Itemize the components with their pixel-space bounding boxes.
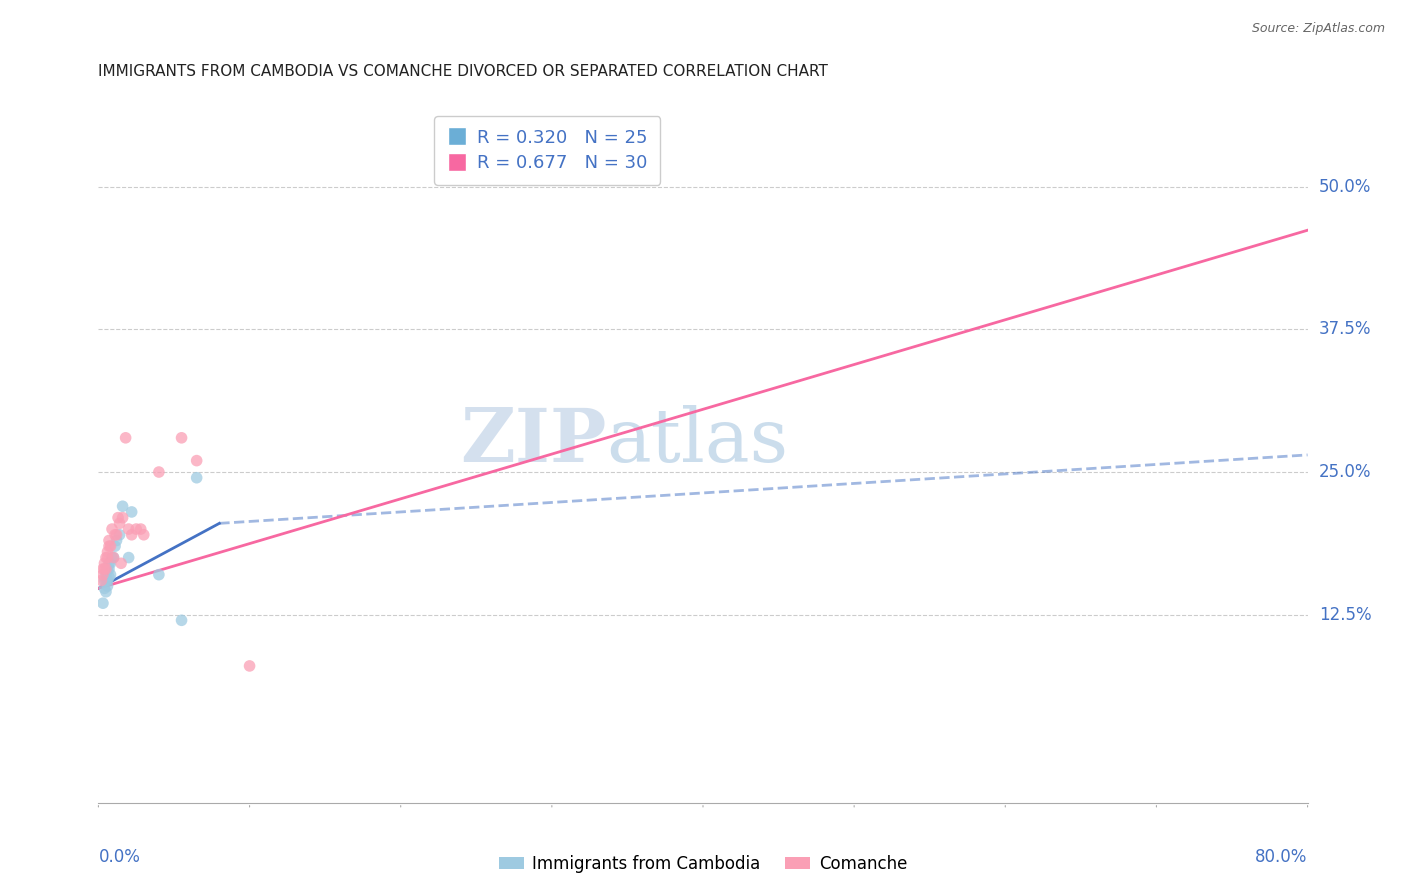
Point bbox=[110, 556, 132, 570]
Legend: Immigrants from Cambodia, Comanche: Immigrants from Cambodia, Comanche bbox=[492, 848, 914, 880]
Point bbox=[93, 562, 115, 576]
Point bbox=[104, 539, 127, 553]
Point bbox=[98, 556, 121, 570]
Text: ZIP: ZIP bbox=[460, 404, 606, 477]
Point bbox=[103, 550, 125, 565]
Point bbox=[148, 567, 170, 582]
Point bbox=[105, 528, 128, 542]
Point bbox=[100, 556, 122, 570]
Point bbox=[96, 562, 118, 576]
Text: IMMIGRANTS FROM CAMBODIA VS COMANCHE DIVORCED OR SEPARATED CORRELATION CHART: IMMIGRANTS FROM CAMBODIA VS COMANCHE DIV… bbox=[98, 64, 828, 79]
Point bbox=[93, 574, 115, 588]
Point bbox=[94, 584, 117, 599]
Point bbox=[132, 528, 155, 542]
Point bbox=[91, 567, 114, 582]
Point bbox=[91, 562, 114, 576]
Point bbox=[96, 579, 118, 593]
Point bbox=[90, 574, 112, 588]
Point bbox=[170, 431, 193, 445]
Point bbox=[108, 516, 131, 531]
Point bbox=[94, 562, 117, 576]
Text: 0.0%: 0.0% bbox=[98, 848, 141, 866]
Text: atlas: atlas bbox=[606, 404, 789, 477]
Point bbox=[118, 550, 141, 565]
Point bbox=[108, 528, 131, 542]
Point bbox=[96, 574, 118, 588]
Point bbox=[96, 550, 118, 565]
Point bbox=[121, 505, 143, 519]
Legend: R = 0.320   N = 25, R = 0.677   N = 30: R = 0.320 N = 25, R = 0.677 N = 30 bbox=[434, 116, 661, 185]
Text: Source: ZipAtlas.com: Source: ZipAtlas.com bbox=[1251, 22, 1385, 36]
Point bbox=[103, 550, 125, 565]
Point bbox=[100, 539, 122, 553]
Point bbox=[94, 567, 117, 582]
Text: 50.0%: 50.0% bbox=[1319, 178, 1371, 196]
Point bbox=[94, 550, 117, 565]
Point bbox=[186, 471, 208, 485]
Point bbox=[98, 570, 121, 584]
Point bbox=[148, 465, 170, 479]
Point bbox=[100, 567, 122, 582]
Point bbox=[105, 533, 128, 548]
Point bbox=[96, 545, 118, 559]
Point bbox=[186, 453, 208, 467]
Point bbox=[91, 596, 114, 610]
Point bbox=[111, 510, 134, 524]
Point bbox=[125, 522, 148, 536]
Point bbox=[98, 533, 121, 548]
Text: 80.0%: 80.0% bbox=[1256, 848, 1308, 866]
Point bbox=[239, 659, 262, 673]
Point bbox=[98, 539, 121, 553]
Text: 37.5%: 37.5% bbox=[1319, 320, 1371, 338]
Point bbox=[121, 528, 143, 542]
Point bbox=[129, 522, 152, 536]
Point bbox=[111, 500, 134, 514]
Point bbox=[94, 574, 117, 588]
Text: 25.0%: 25.0% bbox=[1319, 463, 1371, 481]
Point bbox=[101, 550, 124, 565]
Point bbox=[107, 510, 129, 524]
Point bbox=[170, 613, 193, 627]
Point bbox=[98, 562, 121, 576]
Point bbox=[114, 431, 136, 445]
Point bbox=[101, 522, 124, 536]
Point bbox=[93, 556, 115, 570]
Text: 12.5%: 12.5% bbox=[1319, 606, 1371, 624]
Point bbox=[118, 522, 141, 536]
Point bbox=[93, 582, 115, 596]
Point bbox=[104, 528, 127, 542]
